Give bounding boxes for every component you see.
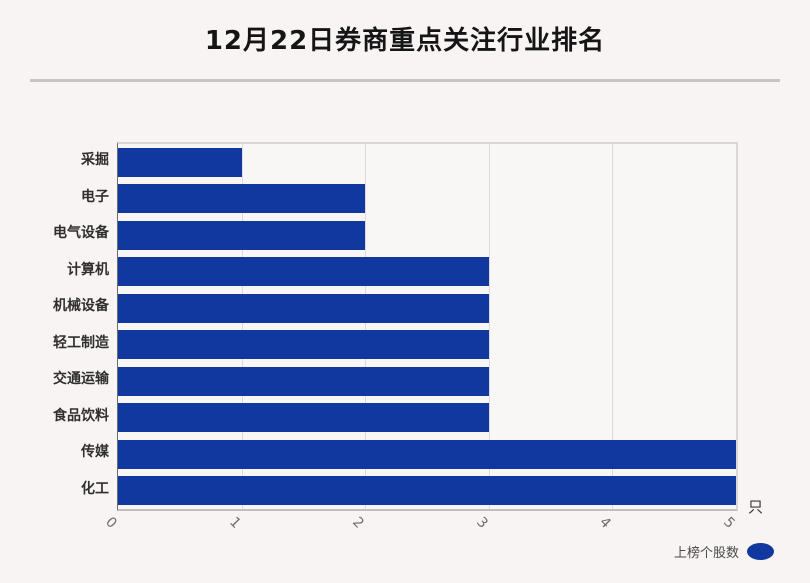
category-label-传媒: 传媒 xyxy=(81,444,109,460)
bar-电气设备 xyxy=(118,220,366,250)
bar-化工 xyxy=(118,476,736,506)
chart-title: 12月22日券商重点关注行业排名 xyxy=(204,26,606,56)
category-label-电气设备: 电气设备 xyxy=(53,225,109,241)
category-label-电子: 电子 xyxy=(81,188,109,205)
bar-采掘 xyxy=(118,147,242,177)
bar-传媒 xyxy=(118,439,736,469)
plot-area xyxy=(117,142,738,511)
y-axis-labels: 采掘电子电气设备计算机机械设备轻工制造交通运输食品饮料传媒化工 xyxy=(0,142,109,507)
bar-电子 xyxy=(118,184,366,214)
gridline-x-4 xyxy=(612,144,614,509)
category-label-轻工制造: 轻工制造 xyxy=(53,334,109,351)
category-label-化工: 化工 xyxy=(81,480,109,497)
x-tick-label-2: 2 xyxy=(349,514,367,532)
legend-label: 上榜个股数 xyxy=(673,545,739,561)
bar-交通运输 xyxy=(118,366,489,396)
bar-计算机 xyxy=(118,257,489,287)
gridline-x-3 xyxy=(488,144,490,509)
gridline-x-2 xyxy=(365,144,367,509)
bar-食品饮料 xyxy=(118,403,489,433)
x-tick-label-1: 1 xyxy=(225,514,244,532)
bar-轻工制造 xyxy=(118,330,489,360)
x-tick-label-4: 4 xyxy=(596,514,615,532)
category-label-计算机: 计算机 xyxy=(67,261,109,278)
category-label-食品饮料: 食品饮料 xyxy=(53,407,109,424)
x-tick-label-3: 3 xyxy=(472,514,491,532)
legend-ellipse-marker-icon xyxy=(747,542,774,560)
x-tick-label-5: 5 xyxy=(720,514,738,532)
x-axis-unit-label: 只 xyxy=(748,498,764,516)
category-label-采掘: 采掘 xyxy=(81,152,109,168)
gridline-x-1 xyxy=(241,144,243,509)
x-tick-label-0: 0 xyxy=(102,514,120,532)
category-label-机械设备: 机械设备 xyxy=(53,298,109,314)
divider xyxy=(30,79,780,82)
legend: 上榜个股数 xyxy=(674,541,774,561)
category-label-交通运输: 交通运输 xyxy=(53,371,109,387)
bar-机械设备 xyxy=(118,293,489,323)
